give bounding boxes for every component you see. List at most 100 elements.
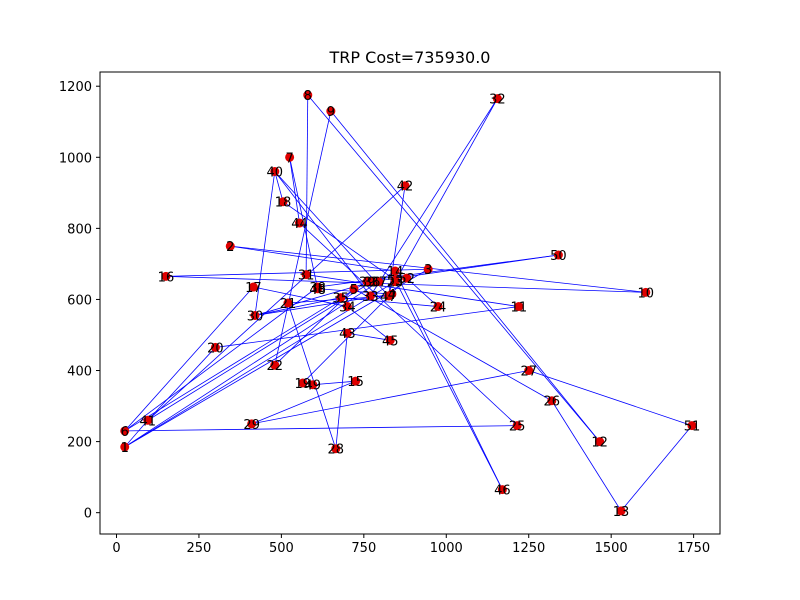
node-label: 35 (332, 292, 349, 307)
node-label: 6 (121, 425, 129, 440)
route-edge (394, 98, 498, 282)
node-label: 26 (544, 395, 561, 410)
route-edge (620, 425, 693, 512)
node-label: 29 (243, 418, 260, 433)
route-edge (287, 302, 337, 449)
node-point (120, 442, 130, 452)
node-point (595, 437, 605, 447)
y-tick-label: 1200 (59, 80, 92, 95)
node-point (385, 335, 395, 345)
route-edge (253, 286, 348, 307)
node-point (400, 181, 410, 191)
node-point (308, 380, 318, 390)
node-label: 8 (304, 89, 312, 104)
route-edge (274, 111, 332, 366)
node-point (161, 271, 171, 281)
node-label: 1 (121, 441, 129, 456)
node-point (547, 396, 557, 406)
x-tick-label: 1000 (430, 541, 463, 556)
node-point (313, 284, 323, 294)
node-label: 20 (207, 341, 224, 356)
node-point (514, 302, 524, 312)
node-label: 28 (328, 443, 345, 458)
node-point (342, 328, 352, 338)
node-label: 48 (309, 283, 326, 298)
node-point (285, 152, 295, 162)
route-edge (124, 281, 368, 432)
y-tick-label: 600 (67, 293, 92, 308)
node-label: 15 (347, 375, 364, 390)
node-label: 4 (388, 288, 396, 303)
node-label: 52 (398, 272, 415, 287)
node-label: 32 (489, 93, 506, 108)
route-edge (274, 171, 389, 297)
node-label: 34 (339, 301, 356, 316)
node-point (384, 291, 394, 301)
node-label: 24 (430, 301, 447, 316)
route-edge (147, 347, 216, 421)
node-point (143, 415, 153, 425)
route-edge (124, 286, 254, 432)
node-point (512, 421, 522, 431)
plot-frame (99, 71, 721, 535)
route-edge (251, 370, 529, 425)
route-edge (305, 95, 309, 275)
node-point (390, 275, 400, 285)
node-label: 22 (267, 359, 284, 374)
node-label: 17 (245, 281, 262, 296)
node-point (374, 277, 384, 287)
node-point (524, 366, 534, 376)
node-label: 7 (285, 151, 293, 166)
x-tick-label: 1750 (677, 541, 710, 556)
node-label: 5 (350, 283, 358, 298)
node-point (423, 264, 433, 274)
route-edge (335, 333, 348, 449)
node-point (298, 378, 308, 388)
node-label: 23 (387, 276, 404, 291)
node-label: 51 (684, 420, 701, 435)
node-label: 18 (275, 196, 292, 211)
route-edge (317, 254, 559, 288)
node-point (303, 90, 313, 100)
route-edge (306, 274, 519, 307)
node-label: 41 (140, 414, 157, 429)
node-label: 25 (509, 420, 526, 435)
node-label: 38 (309, 281, 326, 296)
node-point (402, 273, 412, 283)
node-point (365, 291, 375, 301)
node-label: 44 (291, 217, 308, 232)
node-label: 2 (226, 240, 234, 255)
route-edge (528, 370, 693, 426)
chart-title: TRP Cost=735930.0 (329, 48, 491, 67)
node-label: 42 (397, 180, 414, 195)
node-point (362, 277, 372, 287)
x-tick-label: 0 (112, 541, 120, 556)
route-edge (330, 110, 600, 442)
route-edge (215, 306, 519, 348)
route-edge (254, 171, 276, 316)
route-edge (394, 279, 503, 490)
route-edge (274, 171, 284, 202)
y-tick-label: 200 (67, 436, 92, 451)
x-tick-label: 250 (187, 541, 212, 556)
node-point (210, 342, 220, 352)
node-label: 36 (364, 276, 381, 291)
node-label: 21 (280, 297, 297, 312)
node-point (349, 284, 359, 294)
node-label: 33 (362, 290, 379, 305)
route-edge (274, 171, 371, 297)
node-label: 9 (327, 105, 335, 120)
x-tick-label: 1500 (595, 541, 628, 556)
node-label: 19 (295, 377, 312, 392)
node-point (270, 167, 280, 177)
node-point (492, 94, 502, 104)
y-tick-label: 800 (67, 222, 92, 237)
node-label: 37 (370, 276, 387, 291)
node-labels: 1234567891011121314151617181920212223242… (121, 89, 701, 520)
node-label: 39 (359, 276, 376, 291)
node-point (433, 302, 443, 312)
node-point (342, 302, 352, 312)
node-point (295, 218, 305, 228)
